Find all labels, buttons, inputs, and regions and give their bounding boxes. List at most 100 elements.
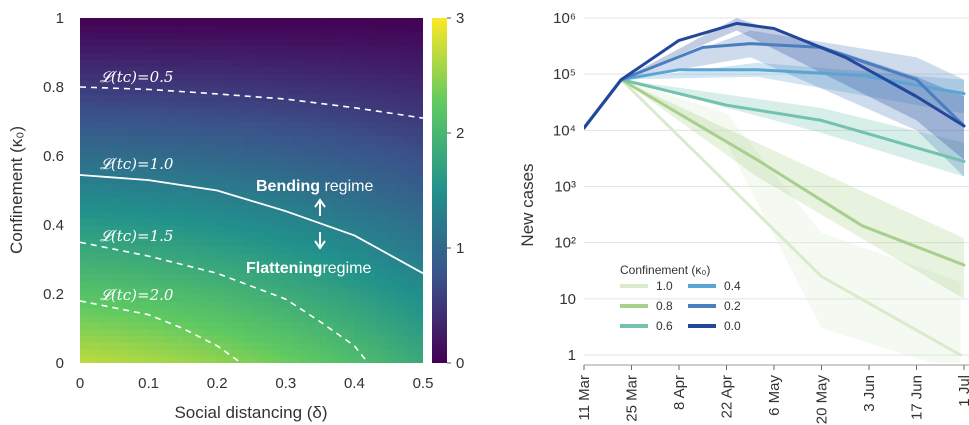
heatmap-cell — [87, 94, 94, 102]
heatmap-cell — [300, 170, 307, 178]
heatmap-cell — [279, 315, 286, 323]
heatmap-cell — [334, 163, 341, 171]
heatmap-cell — [149, 135, 156, 143]
heatmap-cell — [341, 204, 348, 212]
heatmap-cell — [238, 246, 245, 254]
heatmap-cell — [300, 135, 307, 143]
heatmap-cell — [197, 287, 204, 295]
heatmap-cell — [382, 163, 389, 171]
heatmap-cell — [149, 204, 156, 212]
heatmap-cell — [190, 280, 197, 288]
heatmap-cell — [402, 94, 409, 102]
heatmap-cell — [155, 101, 162, 109]
heatmap-cell — [272, 108, 279, 116]
heatmap-cell — [382, 225, 389, 233]
heatmap-cell — [217, 18, 224, 26]
heatmap-cell — [272, 170, 279, 178]
heatmap-cell — [87, 80, 94, 88]
heatmap-cell — [162, 191, 169, 199]
heatmap-cell — [375, 80, 382, 88]
heatmap-cell — [162, 101, 169, 109]
heatmap-cell — [149, 273, 156, 281]
heatmap-cell — [107, 315, 114, 323]
heatmap-cell — [245, 342, 252, 350]
heatmap-cell — [389, 211, 396, 219]
heatmap-cell — [121, 46, 128, 54]
heatmap-cell — [149, 53, 156, 61]
heatmap-cell — [389, 142, 396, 150]
heatmap-cell — [354, 225, 361, 233]
heatmap-cell — [190, 156, 197, 164]
heatmap-cell — [354, 322, 361, 330]
heatmap-cell — [245, 191, 252, 199]
heatmap-cell — [217, 53, 224, 61]
heatmap-cell — [210, 108, 217, 116]
heatmap-cell — [306, 53, 313, 61]
heatmap-cell — [265, 59, 272, 67]
heatmap-cell — [354, 32, 361, 40]
heatmap-cell — [327, 287, 334, 295]
heatmap-cell — [135, 128, 142, 136]
heatmap-cell — [306, 246, 313, 254]
heatmap-cell — [183, 246, 190, 254]
heatmap-cell — [320, 87, 327, 95]
heatmap-cell — [389, 273, 396, 281]
heatmap-cell — [128, 335, 135, 343]
heatmap-cell — [375, 101, 382, 109]
heatmap-cell — [80, 273, 87, 281]
heatmap-cell — [354, 294, 361, 302]
heatmap-cell — [396, 308, 403, 316]
heatmap-cell — [80, 101, 87, 109]
heatmap-cell — [101, 253, 108, 261]
heatmap-cell — [169, 18, 176, 26]
heatmap-cell — [272, 225, 279, 233]
heatmap-cell — [313, 46, 320, 54]
heatmap-cell — [389, 356, 396, 364]
heatmap-cell — [416, 197, 423, 205]
heatmap-cell — [197, 135, 204, 143]
heatmap-cell — [94, 329, 101, 337]
heatmap-cell — [361, 232, 368, 240]
heatmap-cell — [149, 87, 156, 95]
heatmap-cell — [162, 94, 169, 102]
heatmap-cell — [101, 322, 108, 330]
heatmap-cell — [327, 170, 334, 178]
heatmap-cell — [348, 294, 355, 302]
heatmap-cell — [300, 73, 307, 81]
heatmap-cell — [238, 315, 245, 323]
heatmap-cell — [231, 301, 238, 309]
heatmap-cell — [409, 170, 416, 178]
heatmap-cell — [354, 128, 361, 136]
heatmap-cell — [135, 25, 142, 33]
heatmap-cell — [361, 356, 368, 364]
cases-x-tick: 17 Jun — [909, 375, 926, 420]
heatmap-cell — [341, 87, 348, 95]
heatmap-cell — [286, 46, 293, 54]
heatmap-cell — [183, 273, 190, 281]
heatmap-cell — [396, 149, 403, 157]
heatmap-cell — [416, 80, 423, 88]
heatmap-cell — [224, 39, 231, 47]
heatmap-cell — [375, 122, 382, 130]
heatmap-cell — [293, 18, 300, 26]
heatmap-cell — [375, 32, 382, 40]
heatmap-cell — [327, 142, 334, 150]
heatmap-cell — [293, 225, 300, 233]
heatmap-cell — [368, 204, 375, 212]
heatmap-cell — [396, 87, 403, 95]
heatmap-cell — [87, 260, 94, 268]
heatmap-cell — [402, 122, 409, 130]
heatmap-cell — [354, 301, 361, 309]
heatmap-cell — [217, 87, 224, 95]
heatmap-cell — [217, 253, 224, 261]
heatmap-cell — [107, 191, 114, 199]
heatmap-cell — [169, 32, 176, 40]
heatmap-cell — [162, 53, 169, 61]
heatmap-cell — [389, 101, 396, 109]
heatmap-cell — [183, 204, 190, 212]
heatmap-cell — [183, 177, 190, 185]
heatmap-cell — [293, 73, 300, 81]
heatmap-cell — [416, 301, 423, 309]
heatmap-cell — [87, 142, 94, 150]
heatmap-cell — [348, 108, 355, 116]
